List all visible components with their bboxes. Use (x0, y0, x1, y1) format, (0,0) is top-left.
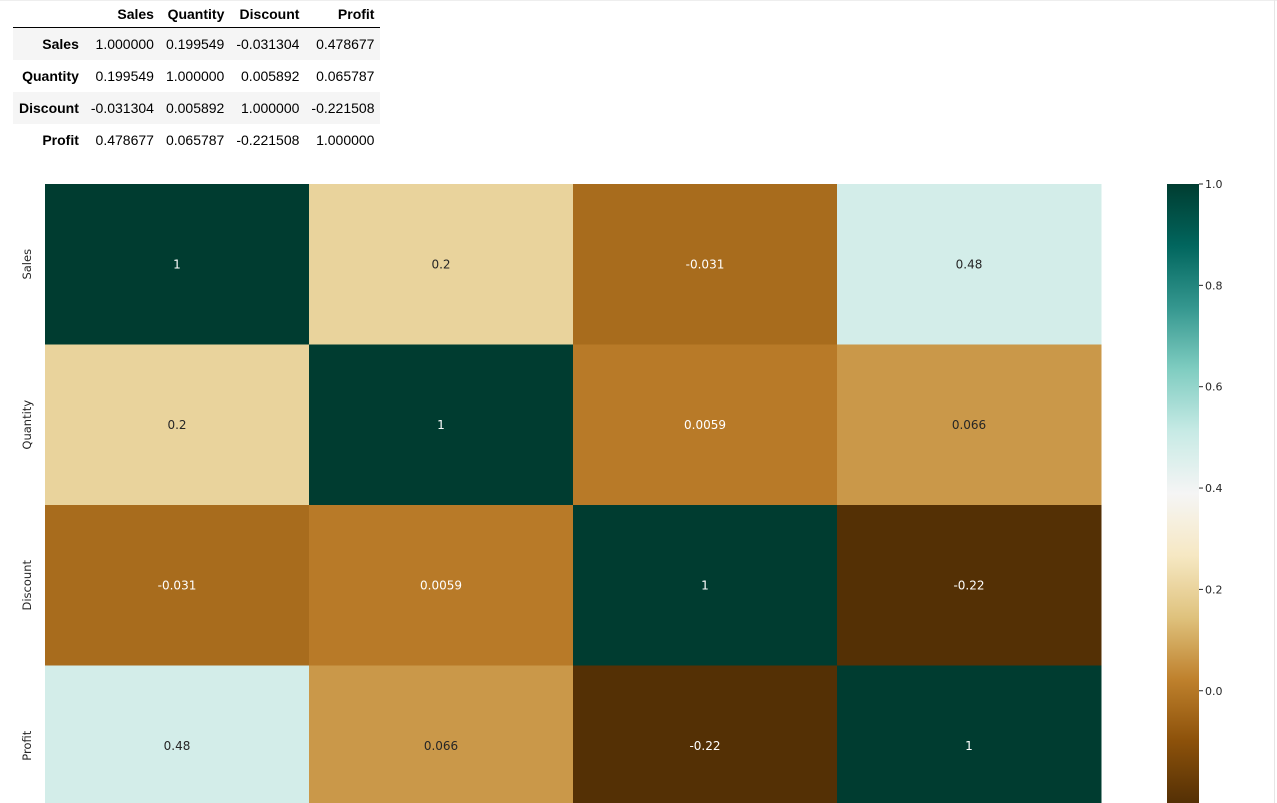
heatmap-cell (309, 344, 574, 506)
y-tick-label: Profit (20, 730, 34, 760)
colorbar-tick-label: 0.0 (1205, 685, 1223, 698)
cell-annotation: -0.031 (158, 578, 197, 592)
cell-annotation: 1 (701, 578, 709, 592)
column-header: Quantity (159, 0, 231, 28)
row-header: Sales (42, 36, 79, 52)
table-cell: 0.005892 (165, 100, 225, 116)
heatmap-cell (45, 505, 310, 666)
table-cell: 0.199549 (95, 68, 154, 84)
table-row: Discount -0.031304 0.005892 1.000000 -0.… (13, 92, 381, 124)
colorbar-tick-label: 1.0 (1205, 178, 1223, 191)
column-header: Sales (84, 0, 160, 28)
heatmap-cell (573, 344, 838, 506)
heatmap-cell (45, 665, 310, 803)
heatmap-cell (45, 344, 310, 506)
heatmap-cell (45, 184, 310, 345)
heatmap-cell (837, 344, 1102, 506)
cell-annotation: 1 (965, 739, 973, 753)
heatmap-cell (309, 665, 574, 803)
heatmap-cell (309, 184, 574, 345)
table-corner (13, 0, 85, 28)
heatmap-cell (309, 505, 574, 666)
cell-annotation: 0.2 (167, 418, 186, 432)
table-cell: 0.478677 (95, 132, 154, 148)
table-cell: -0.031304 (90, 100, 154, 116)
cell-annotation: 0.48 (164, 739, 191, 753)
row-header: Profit (42, 132, 79, 148)
heatmap-cell (573, 505, 838, 666)
table-cell: 1.000000 (165, 68, 225, 84)
cell-annotation: 0.2 (431, 257, 450, 271)
cell-top-border (0, 0, 1277, 1)
cell-annotation: -0.22 (953, 578, 984, 592)
table-cell: 1.000000 (241, 100, 300, 116)
colorbar-bar (1167, 184, 1199, 803)
cell-annotation: -0.22 (689, 739, 720, 753)
heatmap-cell (573, 184, 838, 345)
cell-annotation: 1 (173, 257, 181, 271)
table-cell: -0.221508 (311, 100, 375, 116)
table-cell: 1.000000 (95, 36, 154, 52)
row-header: Discount (19, 100, 79, 116)
heatmap-cell (573, 665, 838, 803)
cell-annotation: 0.0059 (420, 578, 462, 592)
correlation-heatmap: 1 0.2 -0.031 0.48 0.2 1 0.0059 0.066 -0.031 0.005… (20, 178, 1223, 803)
table-cell: 0.065787 (316, 68, 375, 84)
heatmap-cells: 1 0.2 -0.031 0.48 0.2 1 0.0059 0.066 -0.031 0.005… (45, 184, 1102, 803)
column-header: Discount (230, 0, 306, 28)
colorbar-tick-label: 0.8 (1205, 279, 1223, 292)
colorbar-tick-label: 0.2 (1205, 583, 1223, 596)
correlation-table: Sales Quantity Discount Profit Sales 1.0… (13, 0, 381, 156)
heatmap-cell (837, 505, 1102, 666)
row-header: Quantity (22, 68, 79, 84)
table-cell: -0.221508 (236, 132, 300, 148)
table-cell: 1.000000 (316, 132, 375, 148)
y-tick-label: Quantity (20, 400, 34, 450)
scrollbar-track (1274, 0, 1275, 803)
y-tick-labels: Sales Quantity Discount Profit (20, 249, 34, 761)
cell-annotation: 1 (437, 418, 445, 432)
cell-annotation: 0.48 (956, 257, 983, 271)
heatmap-cell (837, 184, 1102, 345)
colorbar-tick-label: 0.4 (1205, 482, 1223, 495)
colorbar: 0.0 0.2 0.4 0.6 0.8 1.0 (1167, 178, 1223, 803)
column-header: Profit (305, 0, 381, 28)
table-header-row: Sales Quantity Discount Profit (13, 0, 381, 28)
y-tick-label: Sales (20, 249, 34, 280)
table-cell: 0.065787 (165, 132, 225, 148)
heatmap-cell (837, 665, 1102, 803)
cell-annotation: 0.0059 (684, 418, 726, 432)
y-tick-label: Discount (20, 560, 34, 611)
table-row: Sales 1.000000 0.199549 -0.031304 0.4786… (13, 27, 381, 60)
cell-annotation: 0.066 (952, 418, 986, 432)
table-cell: 0.005892 (241, 68, 300, 84)
table-cell: -0.031304 (236, 36, 300, 52)
table-row: Quantity 0.199549 1.000000 0.005892 0.06… (13, 60, 381, 92)
table-row: Profit 0.478677 0.065787 -0.221508 1.000… (13, 124, 381, 156)
table-cell: 0.478677 (316, 36, 375, 52)
cell-annotation: -0.031 (686, 257, 725, 271)
colorbar-tick-label: 0.6 (1205, 381, 1223, 394)
cell-annotation: 0.066 (424, 739, 458, 753)
table-cell: 0.199549 (165, 36, 225, 52)
